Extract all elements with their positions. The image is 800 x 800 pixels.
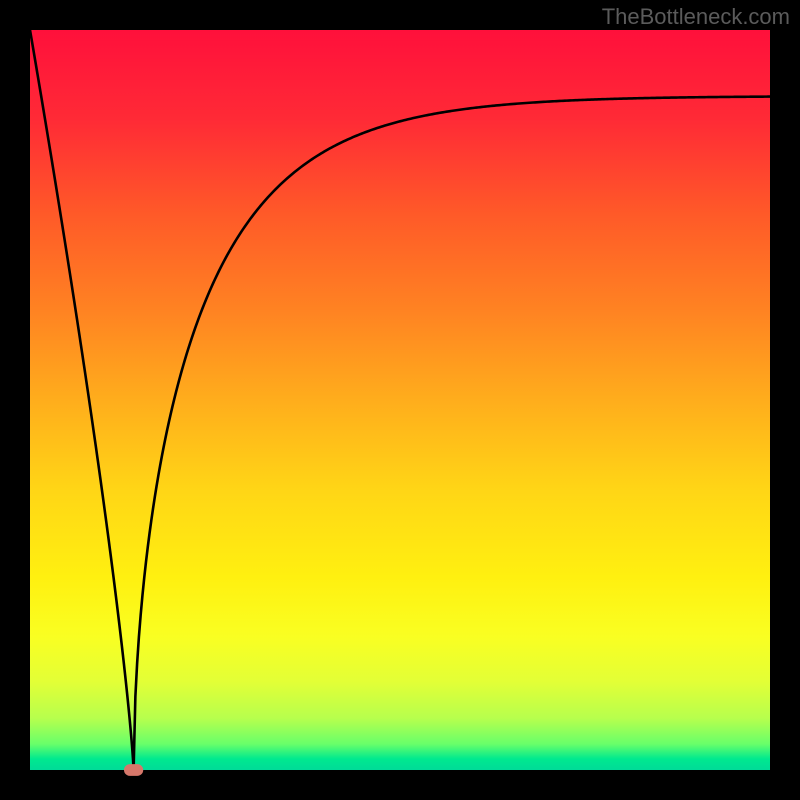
bottleneck-chart (0, 0, 800, 800)
optimal-point-marker (124, 764, 143, 776)
plot-background (30, 30, 770, 770)
watermark-text: TheBottleneck.com (602, 4, 790, 30)
chart-container: TheBottleneck.com (0, 0, 800, 800)
